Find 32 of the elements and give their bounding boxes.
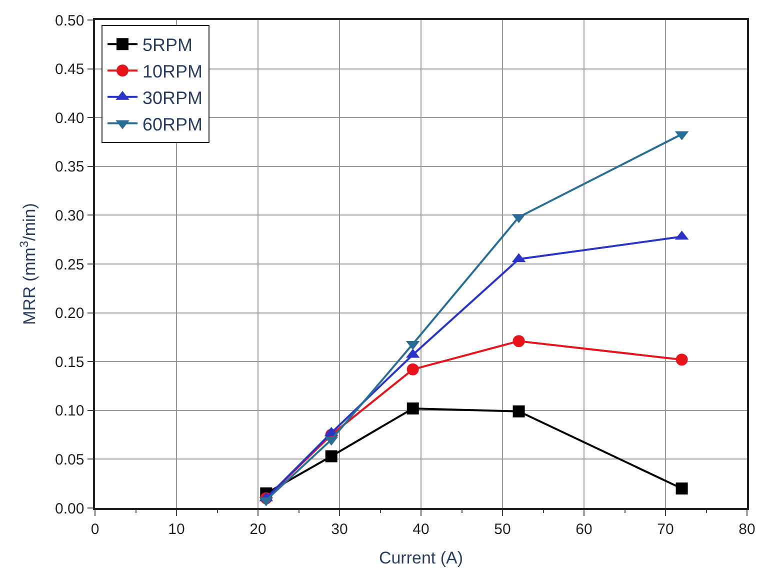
y-tick-label: 0.00 bbox=[55, 500, 84, 518]
legend-label: 30RPM bbox=[142, 88, 203, 108]
point bbox=[512, 405, 525, 418]
y-tick-label: 0.10 bbox=[55, 402, 84, 420]
point bbox=[406, 363, 419, 376]
y-tick-label: 0.40 bbox=[55, 110, 84, 127]
y-tick-label: 0.25 bbox=[55, 256, 84, 274]
x-tick-label: 60 bbox=[576, 520, 592, 538]
x-tick-label: 70 bbox=[657, 520, 674, 538]
x-tick-label: 20 bbox=[250, 520, 266, 538]
y-tick-label: 0.15 bbox=[55, 354, 84, 371]
y-tick-label: 0.50 bbox=[55, 12, 84, 30]
y-tick-label: 0.35 bbox=[55, 158, 84, 176]
legend-label: 5RPM bbox=[142, 35, 193, 56]
point bbox=[676, 354, 688, 366]
x-tick-label: 50 bbox=[494, 520, 511, 538]
y-tick-label: 0.05 bbox=[55, 451, 84, 468]
point bbox=[676, 482, 688, 494]
x-axis-title: Current (A) bbox=[378, 548, 464, 568]
point bbox=[406, 402, 419, 414]
x-tick-label: 0 bbox=[90, 520, 100, 538]
y-tick-label: 0.45 bbox=[55, 61, 84, 78]
x-tick-label: 10 bbox=[168, 520, 185, 538]
point bbox=[512, 335, 525, 348]
y-tick-label: 0.30 bbox=[55, 207, 84, 224]
y-tick-label: 0.20 bbox=[55, 305, 84, 322]
x-tick-label: 40 bbox=[412, 520, 430, 538]
legend-label: 10RPM bbox=[142, 62, 203, 82]
point bbox=[325, 450, 338, 462]
legend-label: 60RPM bbox=[142, 114, 203, 134]
x-tick-label: 30 bbox=[331, 520, 348, 538]
x-tick-label: 80 bbox=[738, 520, 756, 538]
